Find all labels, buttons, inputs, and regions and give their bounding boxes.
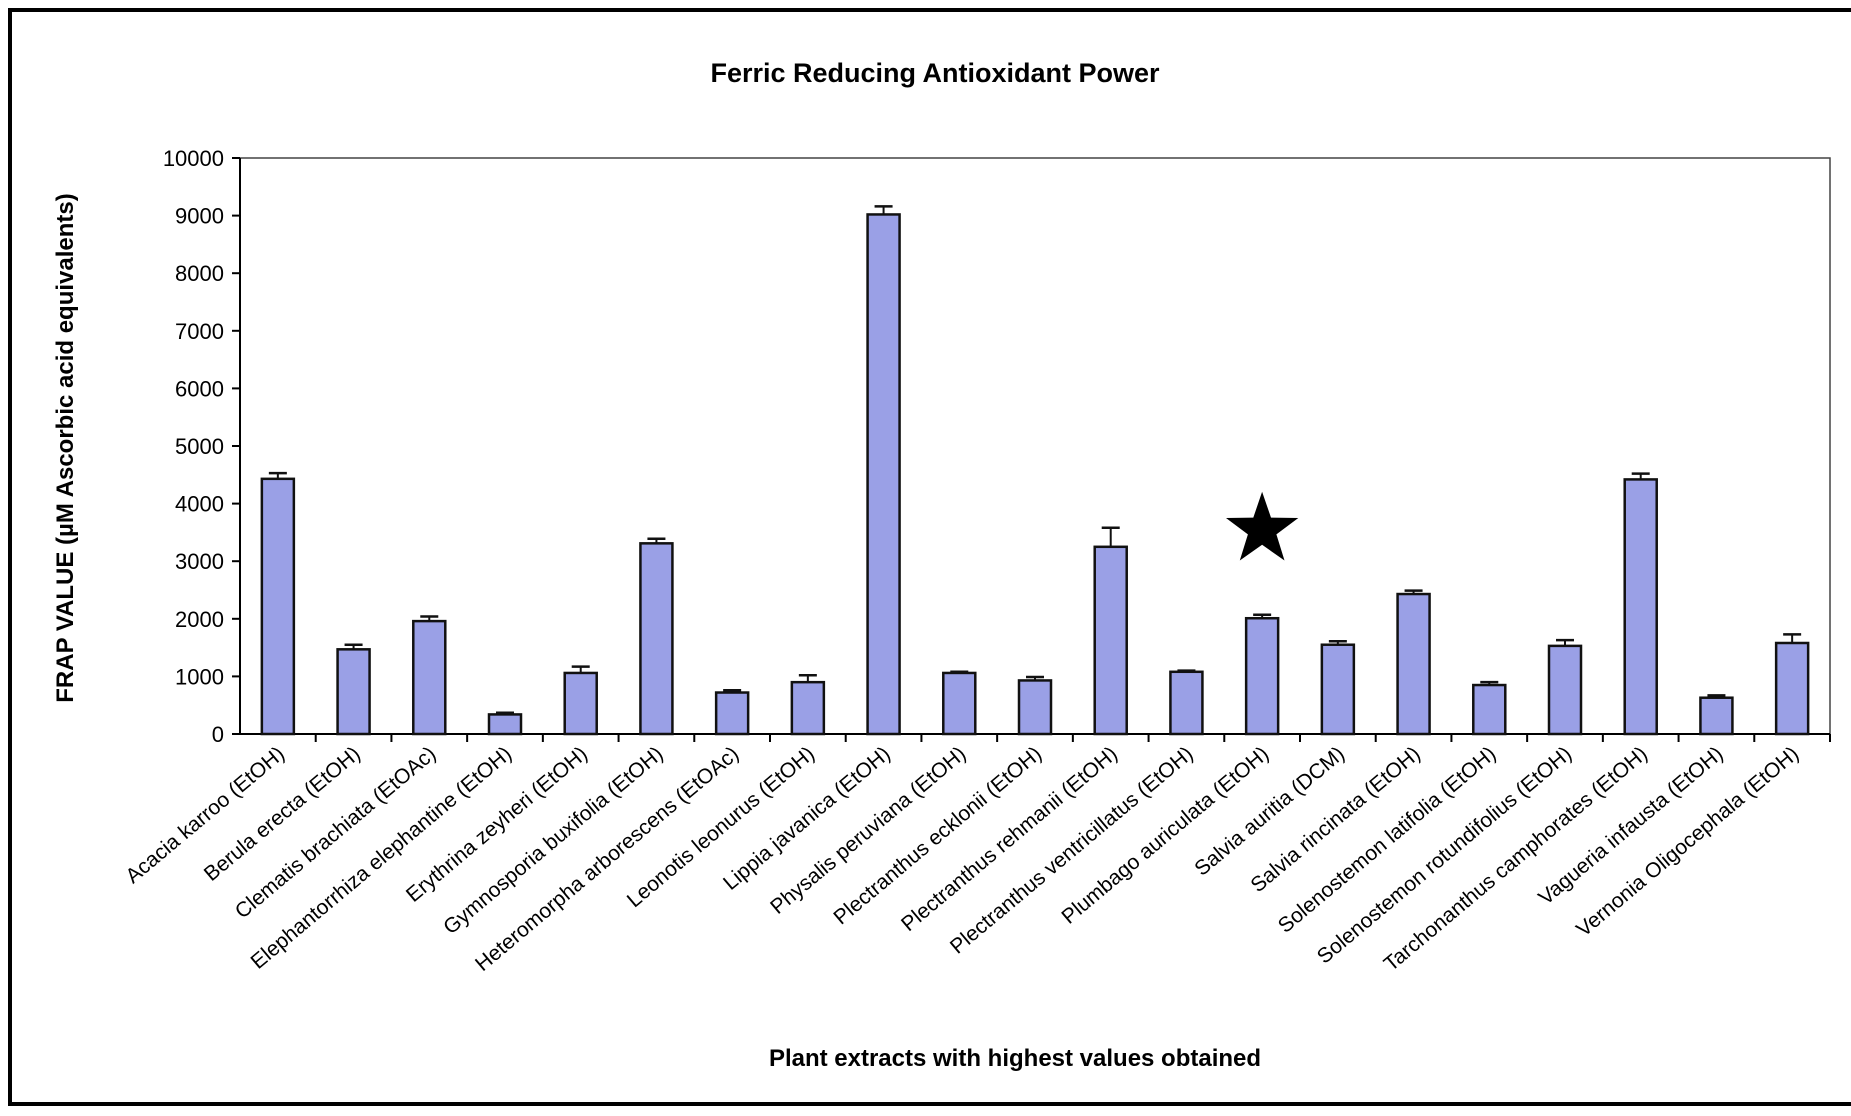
bar [1244,616,1280,736]
y-tick-label: 8000 [175,261,224,286]
bar [1774,641,1810,736]
bar [1396,592,1431,736]
y-tick-label: 5000 [175,434,224,459]
y-tick-label: 10000 [163,146,224,171]
star-icon [1226,491,1299,561]
bar [1017,679,1053,736]
bar [1093,545,1128,736]
y-tick-label: 6000 [175,376,224,401]
bar [487,713,523,736]
y-tick-label: 9000 [175,204,224,229]
bar [639,542,674,736]
bar [1169,670,1204,736]
x-tick-label: Heteromorpha arborescens (EtOAc) [471,742,743,976]
bar [866,213,901,736]
plot-frame [239,157,1831,735]
y-tick-label: 4000 [175,492,224,517]
y-tick-label: 7000 [175,319,224,344]
y-tick-label: 3000 [175,549,224,574]
bar [1547,644,1583,736]
figure-border [8,8,1851,1106]
bar [714,691,750,736]
bar [942,671,977,736]
x-tick-label: Tarchonanthus camphorates (EtOH) [1380,742,1652,976]
chart-title: Ferric Reducing Antioxidant Power [710,58,1160,88]
bar [1623,478,1658,736]
bar [1699,696,1734,736]
x-axis-label: Plant extracts with highest values obtai… [769,1045,1261,1072]
bar [1472,683,1507,736]
y-tick-label: 1000 [175,664,224,689]
bar [563,671,598,736]
bar [260,477,296,736]
y-axis-label: FRAP VALUE (µM Ascorbic acid equivalents… [52,193,79,702]
bar [1320,643,1356,736]
plot-area: 0 1000 2000 3000 4000 5000 6000 7000 8000 9000 100… [121,146,1831,976]
bar [790,680,826,736]
bar [412,619,447,736]
y-tick-label: 0 [212,722,224,747]
y-tick-label: 2000 [175,607,224,632]
bar [336,648,371,736]
